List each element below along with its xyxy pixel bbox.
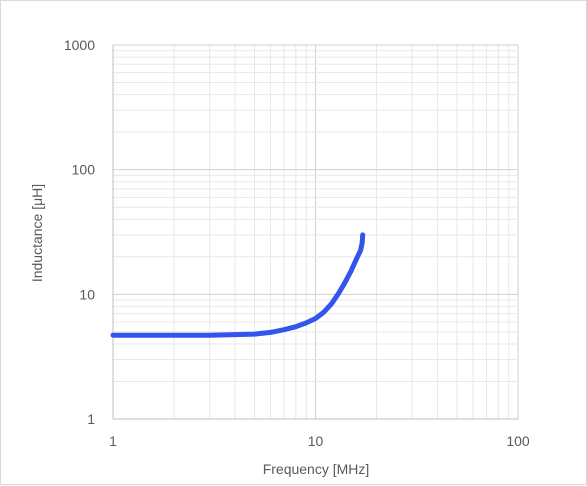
y-tick-label: 10 <box>79 286 95 302</box>
x-tick-label: 100 <box>506 433 530 449</box>
grid-lines <box>112 44 519 420</box>
x-tick-label: 10 <box>308 433 324 449</box>
y-tick-label: 1000 <box>64 37 95 53</box>
x-axis-title: Frequency [MHz] <box>263 461 370 477</box>
series-line <box>110 232 366 338</box>
axes <box>112 45 518 420</box>
x-tick-label: 1 <box>109 433 117 449</box>
series-layer <box>110 232 366 338</box>
y-tick-label: 100 <box>72 162 96 178</box>
y-tick-label: 1 <box>87 411 95 427</box>
tick-labels: 1 10 100 1000 100 10 1 <box>64 37 530 449</box>
y-axis-title: Inductance [μH] <box>29 184 45 282</box>
